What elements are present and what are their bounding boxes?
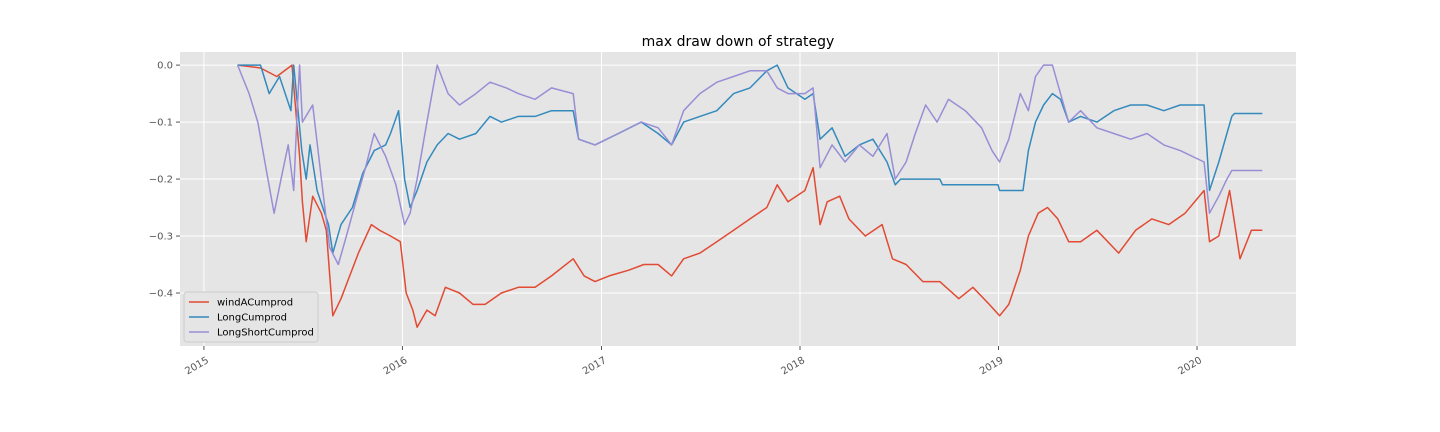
chart-title: max draw down of strategy: [642, 34, 835, 50]
series-line-LongCumprod: [237, 64, 1263, 254]
series-line-windACumprod: [237, 64, 1263, 328]
y-tick-label: −0.4: [149, 289, 173, 300]
legend-box: [183, 291, 319, 343]
x-tick-label: 2015: [183, 355, 211, 377]
legend-label: windACumprod: [217, 298, 293, 309]
x-tick-label: 2018: [779, 355, 807, 377]
legend-label: LongShortCumprod: [217, 328, 314, 339]
y-axis-ticks: 0.0 −0.1 −0.2 −0.3 −0.4: [149, 61, 180, 300]
y-tick-label: −0.1: [149, 118, 173, 129]
y-tick-label: −0.3: [149, 232, 173, 243]
plot-area: [180, 52, 1296, 346]
legend-label: LongCumprod: [217, 313, 287, 324]
x-axis-ticks: 2015 2016 2017 2018 2019 2020: [183, 346, 1204, 377]
x-tick-label: 2017: [581, 355, 609, 377]
series-line-LongShortCumprod: [236, 64, 1263, 266]
x-tick-label: 2016: [382, 355, 410, 377]
y-tick-label: 0.0: [157, 61, 173, 72]
series-lines: [236, 64, 1263, 328]
legend: windACumprod LongCumprod LongShortCumprod: [183, 291, 319, 343]
x-tick-label: 2020: [1176, 355, 1204, 377]
x-tick-label: 2019: [978, 355, 1006, 377]
y-tick-label: −0.2: [149, 175, 173, 186]
